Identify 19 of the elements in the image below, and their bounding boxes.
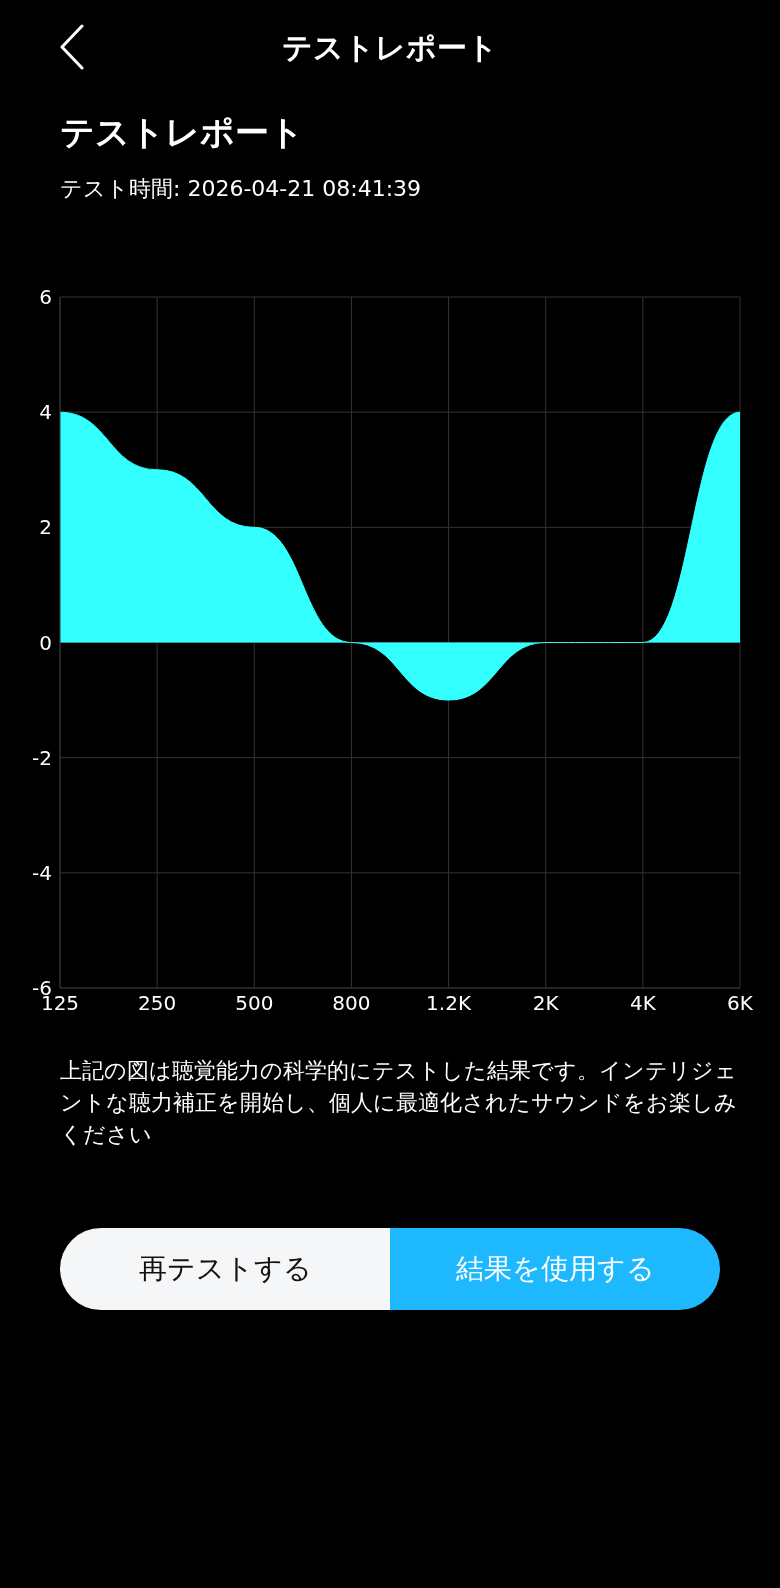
chart-subtitle: テスト時間: 2026-04-21 08:41:39 xyxy=(60,175,422,203)
x-tick-label: 250 xyxy=(138,991,177,1016)
y-tick-label: 2 xyxy=(39,515,52,540)
x-tick-label: 800 xyxy=(332,991,371,1016)
y-tick-label: 6 xyxy=(39,285,52,310)
y-tick-label: 4 xyxy=(39,400,52,425)
x-tick-label: 6K xyxy=(727,991,754,1016)
x-tick-label: 1.2K xyxy=(426,991,472,1016)
y-tick-label: -4 xyxy=(32,860,52,885)
retest-button: 再テストする xyxy=(60,1228,390,1310)
x-tick-label: 4K xyxy=(629,991,657,1016)
text: テストレポート xyxy=(281,29,499,67)
y-tick-label: -2 xyxy=(32,745,52,770)
text: 上記の図は聴覚能力の科学的にテストした結果です。インテリジェントな聴力補正を開始し、個人に最適化されたサウンドをお楽しみください xyxy=(60,1057,738,1149)
use-result-button: 結果を使用する xyxy=(390,1228,720,1310)
x-tick-label: 500 xyxy=(235,991,274,1016)
y-tick-label: 0 xyxy=(39,630,52,655)
chart-title: テストレポート xyxy=(60,111,304,154)
x-tick-label: 2K xyxy=(532,991,560,1016)
